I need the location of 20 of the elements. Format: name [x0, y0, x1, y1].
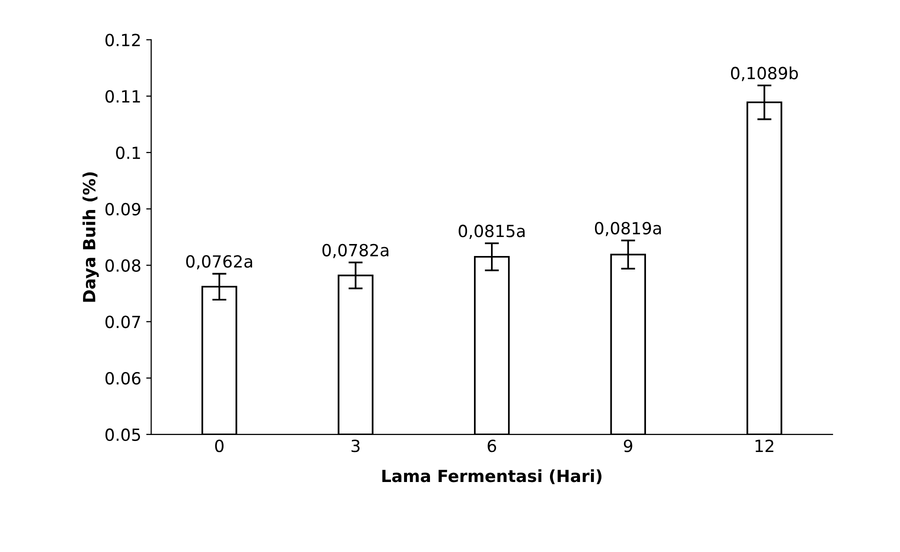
- y-tick-label: 0.11: [105, 90, 140, 103]
- y-tick-label: 0.12: [105, 34, 140, 46]
- y-tick-label: 0.1: [116, 146, 140, 160]
- y-tick-label: 0.06: [105, 372, 140, 385]
- x-axis-title: Lama Fermentasi (Hari): [382, 469, 602, 484]
- y-tick-label: 0.05: [105, 428, 140, 441]
- x-tick-label: 12: [756, 440, 774, 452]
- x-tick-label: 0: [215, 440, 224, 452]
- y-axis-title: Daya Buih (%): [82, 172, 99, 302]
- data-label: 0,0762a: [186, 255, 252, 270]
- data-label: 0,1089b: [731, 66, 798, 82]
- x-tick-label: 6: [488, 440, 496, 452]
- data-label: 0,0819a: [594, 222, 661, 236]
- data-label: 0,0782a: [322, 244, 388, 258]
- x-tick-label: 9: [624, 440, 632, 452]
- y-tick-label: 0.09: [105, 202, 140, 216]
- y-tick-label: 0.08: [105, 259, 140, 272]
- x-tick-label: 3: [352, 440, 360, 452]
- y-tick-label: 0.07: [105, 316, 140, 328]
- data-label: 0,0815a: [458, 224, 525, 239]
